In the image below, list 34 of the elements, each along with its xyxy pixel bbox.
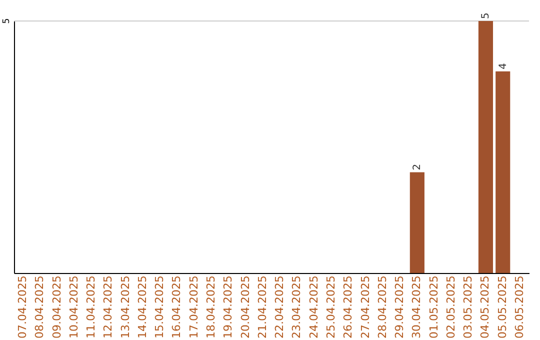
x-tick-label: 14.04.2025	[136, 276, 149, 338]
x-tick-label: 01.05.2025	[427, 276, 440, 338]
x-tick-label: 07.04.2025	[16, 276, 29, 338]
x-tick-label: 02.05.2025	[444, 276, 458, 338]
x-tick-label: 19.04.2025	[222, 276, 235, 338]
x-tick-label: 17.04.2025	[187, 276, 200, 338]
x-tick-label: 28.04.2025	[376, 276, 389, 338]
x-tick-label: 10.04.2025	[67, 276, 80, 338]
x-tick-label: 15.04.2025	[153, 276, 166, 338]
x-tick-label: 20.04.2025	[238, 276, 252, 338]
x-tick-label: 29.04.2025	[393, 276, 406, 338]
x-tick-label: 04.05.2025	[478, 276, 492, 338]
x-tick-label: 09.04.2025	[50, 276, 64, 338]
data-label: 4	[498, 63, 509, 70]
x-tick-label: 03.05.2025	[462, 276, 475, 338]
x-tick-label: 24.04.2025	[307, 276, 320, 338]
x-tick-label: 12.04.2025	[102, 276, 115, 338]
x-tick-label: 06.05.2025	[513, 276, 526, 338]
data-label: 5	[480, 12, 492, 19]
x-tick-label: 16.04.2025	[170, 276, 184, 338]
x-tick-label: 27.04.2025	[358, 276, 372, 338]
x-tick-label: 05.05.2025	[496, 276, 509, 338]
x-tick-label: 25.04.2025	[324, 276, 338, 338]
x-tick-label: 11.04.2025	[84, 276, 98, 338]
x-tick-label: 13.04.2025	[118, 276, 132, 338]
data-label: 2	[412, 164, 424, 170]
x-tick-label: 26.04.2025	[342, 276, 355, 338]
x-tick-label: 23.04.2025	[290, 276, 304, 338]
x-tick-label: 22.04.2025	[273, 276, 286, 338]
x-tick-label: 21.04.2025	[256, 276, 269, 338]
ref-line-label: 5	[2, 18, 12, 24]
x-tick-label: 18.04.2025	[204, 276, 218, 338]
x-tick-label: 30.04.2025	[410, 276, 424, 338]
x-tick-label: 08.04.2025	[33, 276, 46, 338]
